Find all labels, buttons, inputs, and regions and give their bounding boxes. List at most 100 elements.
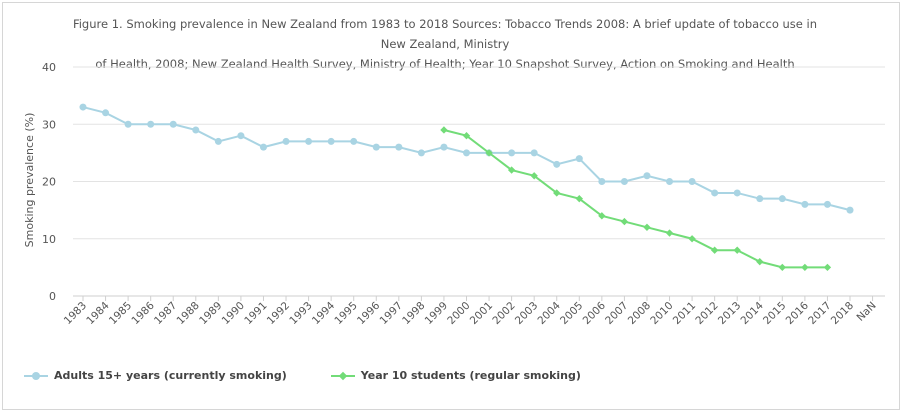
data-point bbox=[665, 229, 674, 237]
x-tick-label: 1995 bbox=[332, 300, 359, 327]
series-line bbox=[443, 129, 828, 269]
data-point bbox=[79, 103, 87, 111]
x-tick-label: 1983 bbox=[62, 300, 89, 327]
grid-lines bbox=[73, 66, 885, 301]
data-point bbox=[575, 155, 583, 163]
data-point bbox=[846, 206, 854, 214]
y-tick-label: 40 bbox=[42, 61, 56, 74]
data-point bbox=[733, 246, 741, 254]
x-tick-label: 2005 bbox=[558, 300, 585, 327]
x-tick-label: 2016 bbox=[784, 299, 812, 327]
data-point bbox=[778, 195, 786, 203]
x-tick-label: 2015 bbox=[761, 300, 788, 327]
data-point bbox=[169, 120, 177, 128]
x-tick-label: 1994 bbox=[310, 299, 338, 327]
y-tick-label: 20 bbox=[42, 176, 56, 189]
x-tick-labels: 1983198419851986198719881989199019911992… bbox=[62, 299, 879, 327]
x-tick-label: 1985 bbox=[107, 300, 134, 327]
legend-label-adults: Adults 15+ years (currently smoking) bbox=[54, 369, 287, 382]
legend-item-year10[interactable]: Year 10 students (regular smoking) bbox=[330, 369, 581, 382]
data-point bbox=[643, 223, 651, 231]
x-tick-label: 2004 bbox=[535, 299, 563, 327]
data-point bbox=[711, 189, 719, 197]
data-point bbox=[259, 143, 267, 151]
x-tick-label: 1986 bbox=[129, 299, 157, 327]
x-tick-label: 1996 bbox=[355, 299, 383, 327]
legend-item-adults[interactable]: Adults 15+ years (currently smoking) bbox=[24, 369, 287, 382]
y-tick-labels: 0 10 20 30 40 bbox=[42, 61, 56, 303]
chart-title-line-1: Figure 1. Smoking prevalence in New Zeal… bbox=[72, 17, 818, 51]
x-tick-label: 2010 bbox=[648, 300, 675, 327]
x-tick-label: 2001 bbox=[468, 300, 495, 327]
y-tick-label: 10 bbox=[42, 233, 56, 246]
x-tick-label: 1991 bbox=[242, 300, 269, 327]
data-point bbox=[553, 160, 561, 168]
legend: Adults 15+ years (currently smoking) Yea… bbox=[24, 369, 581, 382]
data-point bbox=[350, 137, 358, 145]
legend-swatch-adults bbox=[24, 371, 48, 381]
data-point bbox=[440, 126, 448, 134]
data-point bbox=[823, 263, 832, 272]
data-point bbox=[620, 178, 628, 185]
x-tick-label: 2003 bbox=[513, 300, 540, 327]
x-tick-label: 2012 bbox=[693, 300, 720, 327]
x-tick-label: 1984 bbox=[84, 299, 112, 327]
x-tick-label: 2011 bbox=[671, 300, 698, 327]
x-tick-label: 2018 bbox=[829, 300, 856, 327]
data-point bbox=[508, 149, 516, 157]
x-tick-label: 2006 bbox=[581, 299, 609, 327]
x-tick-label: 1993 bbox=[287, 300, 314, 327]
data-point bbox=[688, 235, 696, 243]
x-tick-label: 1999 bbox=[423, 300, 450, 327]
x-tick-label: 2007 bbox=[603, 300, 630, 327]
chart-frame bbox=[2, 2, 900, 410]
data-point bbox=[823, 200, 831, 208]
x-tick-label: 1990 bbox=[220, 300, 247, 327]
data-point bbox=[598, 178, 606, 185]
data-point bbox=[620, 217, 629, 226]
x-tick-label: 2013 bbox=[716, 300, 743, 327]
data-point bbox=[756, 195, 764, 203]
data-point bbox=[598, 212, 606, 220]
data-point bbox=[666, 178, 674, 185]
x-tick-label: 2017 bbox=[806, 300, 833, 327]
data-point bbox=[530, 149, 538, 157]
data-point bbox=[801, 263, 809, 272]
legend-label-year10: Year 10 students (regular smoking) bbox=[360, 369, 581, 382]
x-tick-label: 2008 bbox=[626, 300, 653, 327]
x-tick-label: 1992 bbox=[265, 300, 292, 327]
data-point bbox=[801, 200, 809, 208]
data-point bbox=[507, 166, 516, 174]
data-point bbox=[237, 132, 245, 140]
y-tick-label: 0 bbox=[49, 290, 56, 303]
data-point bbox=[282, 137, 290, 145]
y-axis-label: Smoking prevalence (%) bbox=[23, 113, 36, 248]
x-tick-label: 1987 bbox=[152, 300, 179, 327]
data-point bbox=[124, 120, 132, 128]
data-point bbox=[463, 149, 470, 157]
data-point bbox=[575, 194, 583, 203]
data-point bbox=[688, 178, 696, 185]
x-tick-label: 1989 bbox=[197, 300, 224, 327]
data-point bbox=[485, 149, 493, 157]
data-point bbox=[305, 137, 313, 145]
x-tick-label: 2002 bbox=[490, 300, 517, 327]
y-tick-label: 30 bbox=[42, 118, 56, 131]
data-point bbox=[102, 109, 110, 117]
data-point bbox=[372, 143, 380, 151]
data-point bbox=[147, 120, 155, 128]
data-point bbox=[756, 257, 764, 266]
data-point bbox=[733, 189, 741, 197]
series-adults bbox=[79, 103, 854, 214]
x-tick-label: NaN bbox=[855, 300, 879, 324]
data-point bbox=[417, 149, 425, 157]
series-group bbox=[79, 103, 854, 272]
data-point bbox=[643, 172, 651, 180]
data-point bbox=[192, 126, 200, 134]
data-point bbox=[440, 143, 448, 151]
x-tick-label: 1988 bbox=[175, 300, 202, 327]
data-point bbox=[327, 137, 335, 145]
data-point bbox=[710, 246, 719, 254]
data-point bbox=[214, 137, 222, 145]
